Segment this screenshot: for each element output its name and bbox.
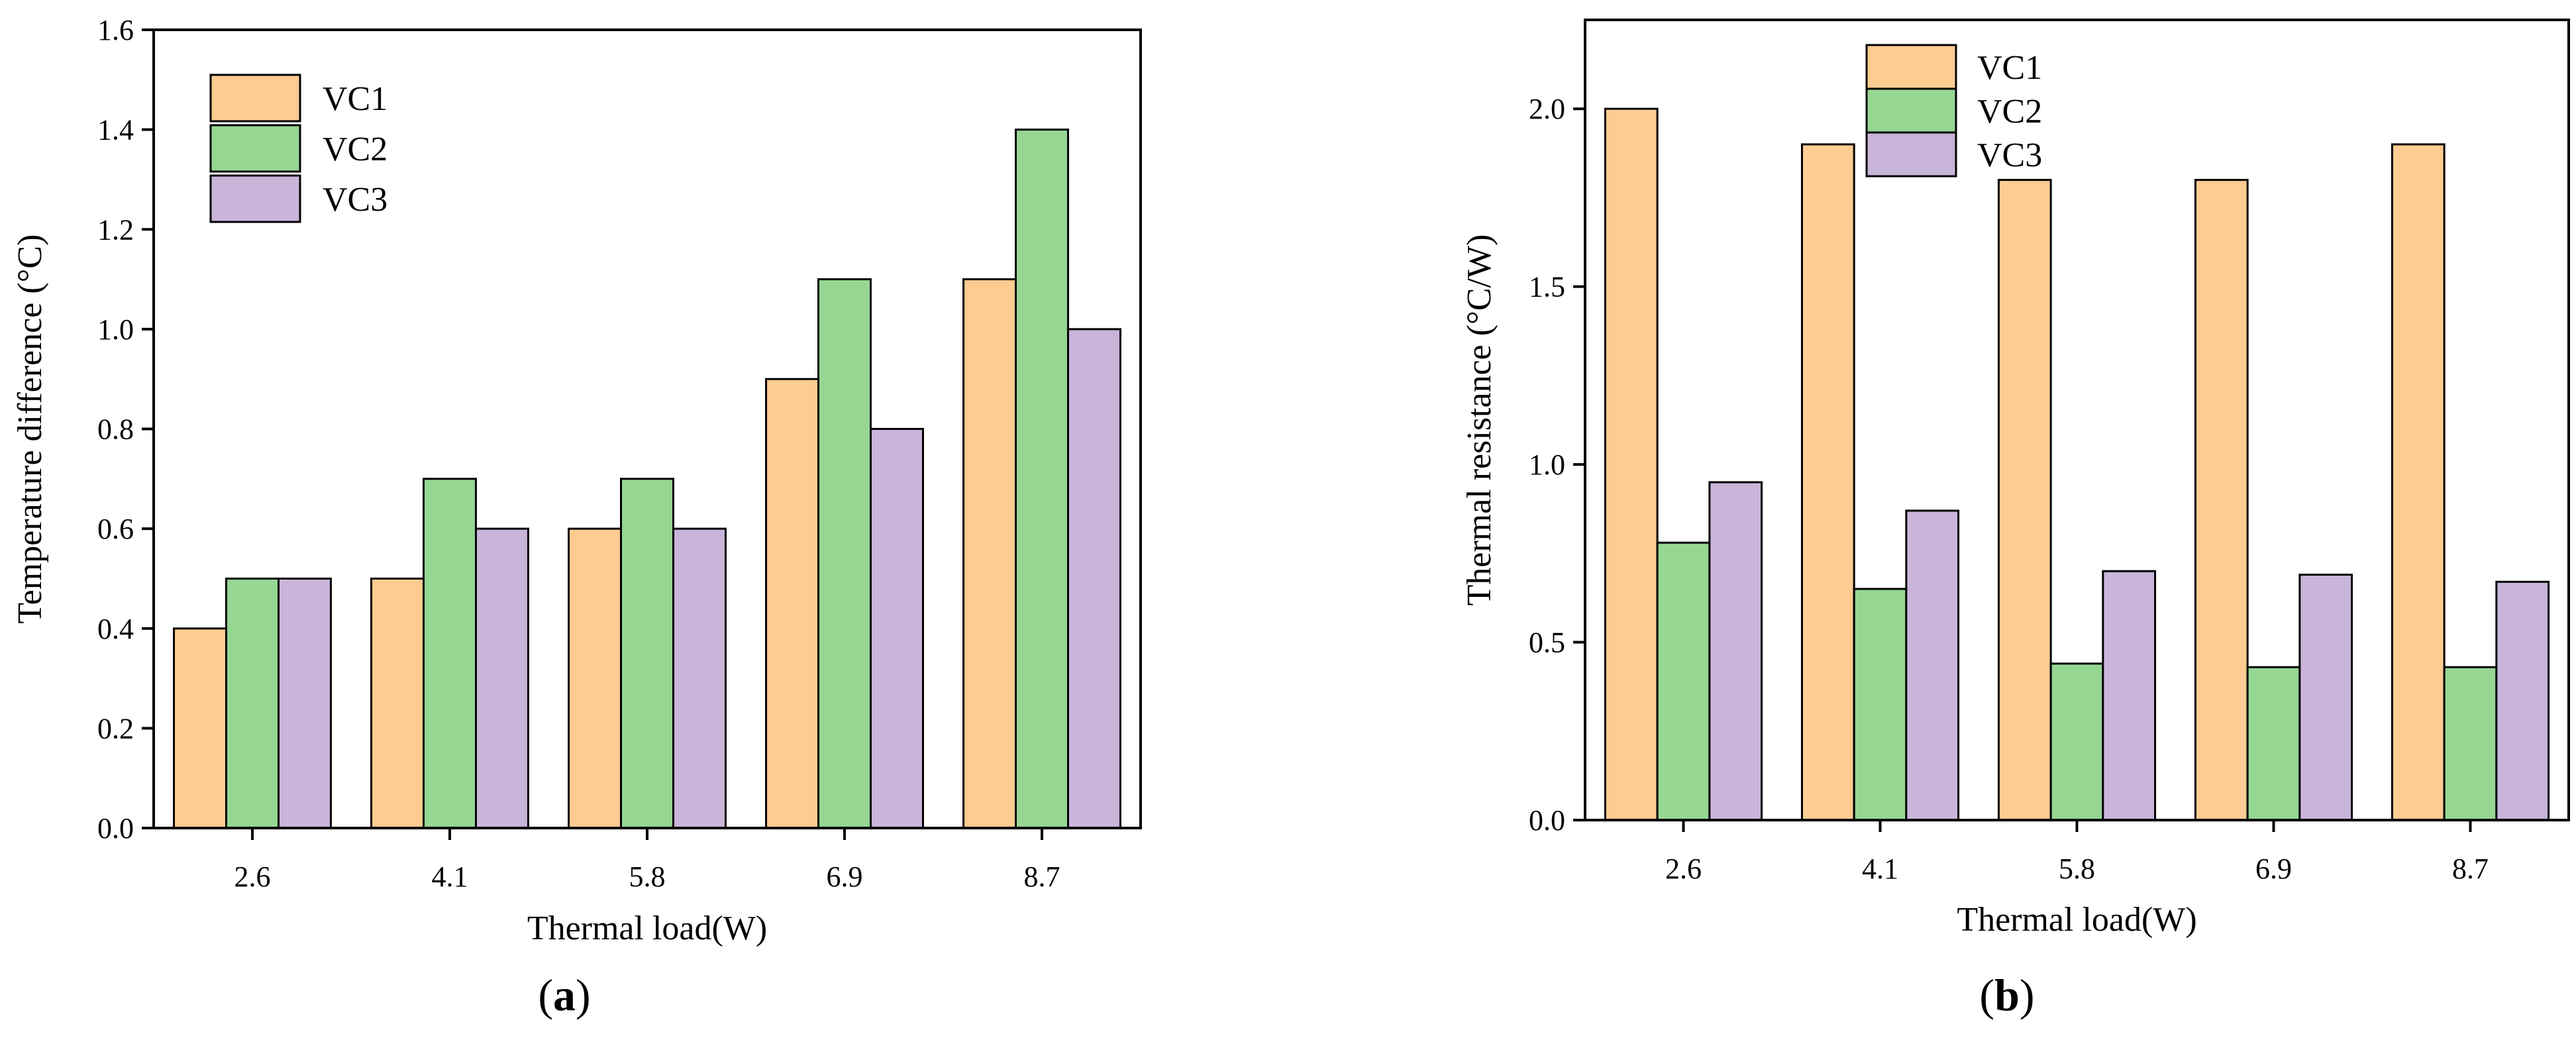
x-tick-label: 6.9 bbox=[2255, 853, 2292, 885]
y-tick-label: 2.0 bbox=[1529, 93, 1565, 125]
x-axis-title: Thermal load(W) bbox=[1957, 901, 2196, 939]
legend-label-vc2: VC2 bbox=[1977, 93, 2042, 130]
bar-vc3-6_9 bbox=[869, 428, 924, 829]
y-axis-title: Temperature difference (°C) bbox=[11, 235, 49, 624]
legend: VC1 VC2 VC3 bbox=[209, 74, 387, 223]
legend-swatch-vc2 bbox=[1865, 87, 1957, 134]
legend-swatch-vc2 bbox=[209, 124, 301, 173]
y-tick-label: 0.8 bbox=[97, 413, 134, 446]
y-tick-label: 0.5 bbox=[1529, 627, 1565, 659]
y-tick-label: 0.6 bbox=[97, 513, 134, 545]
x-tick-label: 4.1 bbox=[1862, 853, 1898, 885]
y-tick-label: 0.0 bbox=[1529, 804, 1565, 837]
legend-swatch-vc3 bbox=[1865, 131, 1957, 178]
y-tick-label: 1.5 bbox=[1529, 271, 1565, 303]
legend-label-vc3: VC3 bbox=[323, 181, 387, 219]
bar-vc2-8_7 bbox=[2443, 666, 2498, 821]
panel-label: (a) bbox=[538, 970, 590, 1020]
panel-label: (b) bbox=[1979, 970, 2034, 1020]
bar-vc2-6_9 bbox=[2246, 666, 2301, 821]
legend: VC1 VC2 VC3 bbox=[1865, 44, 2042, 178]
bar-vc2-8_7 bbox=[1015, 129, 1069, 829]
y-tick-label: 0.4 bbox=[97, 613, 134, 645]
plot-frame bbox=[152, 28, 1142, 829]
chart-panel-b: 0.0 0.5 1.0 1.5 2.0 2.6 4.1 5.8 6.9 8.7 Thermal lo… bbox=[1461, 19, 2570, 1020]
x-tick-label: 5.8 bbox=[2059, 853, 2095, 885]
bar-vc1-2_6 bbox=[173, 627, 228, 829]
bar-vc3-2_6 bbox=[277, 577, 332, 829]
bar-vc1-5_8 bbox=[1997, 179, 2052, 821]
bar-vc1-8_7 bbox=[2391, 143, 2446, 821]
y-tick-label: 1.0 bbox=[97, 313, 134, 346]
legend-label-vc3: VC3 bbox=[1977, 136, 2042, 174]
x-tick-label: 8.7 bbox=[2452, 853, 2489, 885]
x-tick-label: 6.9 bbox=[827, 861, 863, 893]
bar-vc3-8_7 bbox=[1066, 328, 1121, 829]
y-tick-label: 1.2 bbox=[97, 213, 134, 246]
bar-vc3-5_8 bbox=[672, 527, 727, 829]
x-tick-label: 5.8 bbox=[629, 861, 666, 893]
y-tick-label: 0.2 bbox=[97, 712, 134, 745]
x-tick-label: 2.6 bbox=[234, 861, 271, 893]
legend-label-vc1: VC1 bbox=[323, 80, 387, 118]
y-tick-label: 0.0 bbox=[97, 812, 134, 845]
bar-vc1-6_9 bbox=[765, 378, 820, 829]
bar-vc2-4_1 bbox=[423, 478, 477, 829]
bar-vc3-5_8 bbox=[2102, 570, 2157, 821]
y-tick-label: 1.0 bbox=[1529, 448, 1565, 481]
legend-swatch-vc3 bbox=[209, 174, 301, 223]
bar-vc1-8_7 bbox=[962, 278, 1017, 829]
bar-vc2-5_8 bbox=[620, 478, 674, 829]
bar-vc3-4_1 bbox=[474, 527, 529, 829]
y-tick-label: 1.6 bbox=[97, 14, 134, 46]
bar-vc1-4_1 bbox=[1800, 143, 1855, 821]
legend-label-vc2: VC2 bbox=[323, 130, 387, 168]
bar-vc1-2_6 bbox=[1604, 107, 1659, 821]
y-tick-label: 1.4 bbox=[97, 114, 134, 146]
bar-vc3-2_6 bbox=[1708, 481, 1763, 821]
bar-vc3-6_9 bbox=[2298, 574, 2353, 821]
x-tick-label: 4.1 bbox=[432, 861, 468, 893]
bar-vc2-6_9 bbox=[817, 278, 872, 829]
plot-frame bbox=[1584, 19, 2570, 821]
bar-vc2-4_1 bbox=[1853, 588, 1908, 821]
bar-vc2-5_8 bbox=[2049, 662, 2104, 821]
bar-vc3-8_7 bbox=[2495, 580, 2550, 821]
y-axis-title: Thermal resistance (°C/W) bbox=[1461, 235, 1498, 606]
bar-vc3-4_1 bbox=[1905, 509, 1960, 821]
bar-vc1-5_8 bbox=[568, 527, 623, 829]
x-tick-label: 2.6 bbox=[1665, 853, 1702, 885]
legend-swatch-vc1 bbox=[1865, 44, 1957, 90]
bar-vc1-6_9 bbox=[2194, 179, 2249, 821]
legend-swatch-vc1 bbox=[209, 74, 301, 123]
chart-panel-a: 0.0 0.2 0.4 0.6 0.8 1.0 1.2 1.4 1.6 2.6 4.1 5.8 6.9 8… bbox=[11, 14, 1142, 1020]
bar-vc2-2_6 bbox=[225, 577, 280, 829]
x-axis-title: Thermal load(W) bbox=[527, 910, 767, 947]
x-tick-label: 8.7 bbox=[1024, 861, 1060, 893]
legend-label-vc1: VC1 bbox=[1977, 49, 2042, 87]
bar-vc1-4_1 bbox=[370, 577, 425, 829]
bar-vc2-2_6 bbox=[1656, 541, 1711, 821]
